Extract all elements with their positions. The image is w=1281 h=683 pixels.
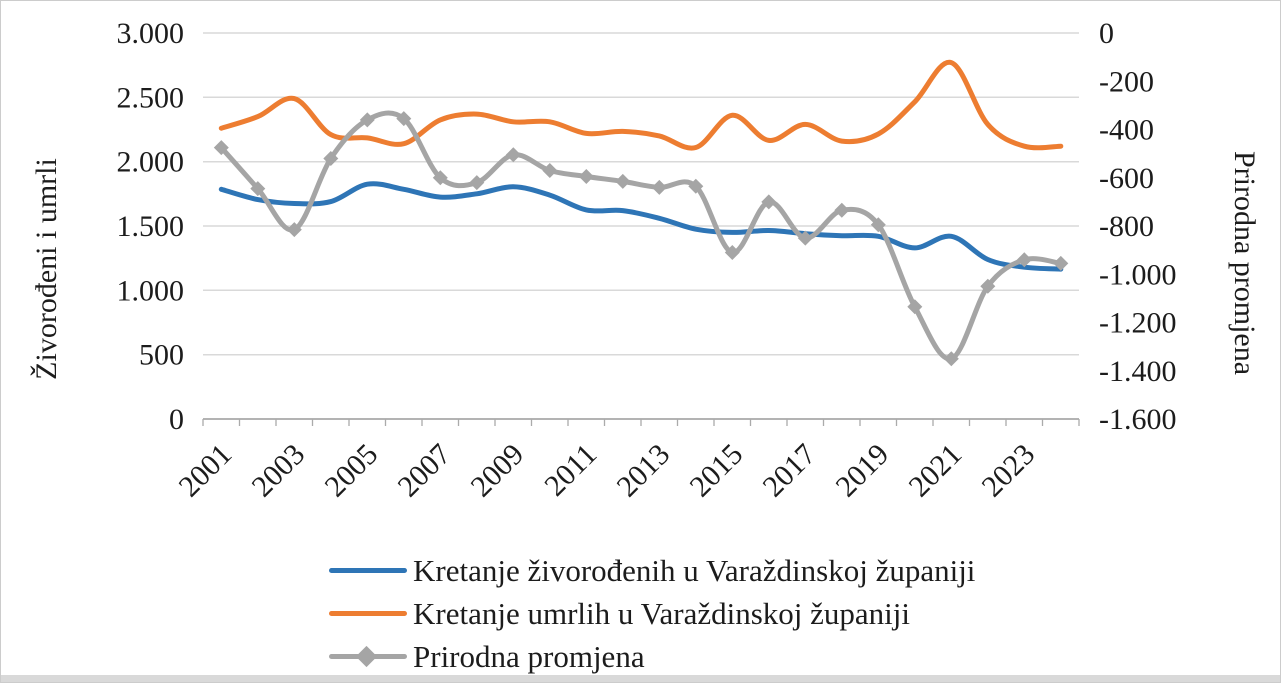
svg-text:2015: 2015	[683, 438, 749, 504]
svg-text:-1.400: -1.400	[1099, 355, 1177, 388]
svg-text:2.500: 2.500	[117, 81, 185, 114]
svg-text:0: 0	[169, 403, 184, 436]
svg-text:-1.200: -1.200	[1099, 307, 1177, 340]
svg-text:2005: 2005	[318, 438, 384, 504]
svg-text:2.000: 2.000	[117, 146, 185, 179]
svg-text:1.000: 1.000	[117, 274, 185, 307]
svg-text:1.500: 1.500	[117, 210, 185, 243]
svg-text:2007: 2007	[391, 438, 457, 504]
svg-text:2017: 2017	[756, 438, 822, 504]
svg-text:2009: 2009	[464, 438, 530, 504]
svg-text:0: 0	[1099, 17, 1114, 50]
legend-item-live-births: Kretanje živorođenih u Varaždinskoj župa…	[329, 549, 975, 592]
chart-legend: Kretanje živorođenih u Varaždinskoj župa…	[329, 549, 975, 678]
live-births-line-swatch-icon	[329, 561, 407, 581]
svg-text:2013: 2013	[610, 438, 676, 504]
natural-change-line-swatch-icon	[329, 645, 407, 667]
bottom-strip	[1, 675, 1280, 682]
svg-text:-800: -800	[1099, 210, 1154, 243]
svg-text:-200: -200	[1099, 65, 1154, 98]
legend-item-deaths: Kretanje umrlih u Varaždinskoj županiji	[329, 592, 975, 635]
svg-text:Živorođeni i umrli: Živorođeni i umrli	[30, 158, 63, 380]
svg-text:-400: -400	[1099, 114, 1154, 147]
svg-text:2001: 2001	[172, 438, 238, 504]
svg-text:-1.000: -1.000	[1099, 258, 1177, 291]
legend-label-natural-change: Prirodna promjena	[413, 639, 645, 674]
deaths-line-swatch-icon	[329, 604, 407, 624]
svg-text:2003: 2003	[245, 438, 311, 504]
legend-item-natural-change: Prirodna promjena	[329, 635, 975, 678]
svg-text:2021: 2021	[902, 438, 968, 504]
svg-text:-1.600: -1.600	[1099, 403, 1177, 436]
legend-label-live-births: Kretanje živorođenih u Varaždinskoj župa…	[413, 553, 976, 588]
svg-text:500: 500	[139, 339, 184, 372]
svg-text:2023: 2023	[975, 438, 1041, 504]
svg-text:2019: 2019	[829, 438, 895, 504]
legend-label-deaths: Kretanje umrlih u Varaždinskoj županiji	[413, 596, 911, 631]
svg-text:-600: -600	[1099, 162, 1154, 195]
svg-text:Prirodna promjena: Prirodna promjena	[1228, 151, 1261, 375]
svg-text:3.000: 3.000	[117, 17, 185, 50]
svg-text:2011: 2011	[538, 438, 603, 503]
